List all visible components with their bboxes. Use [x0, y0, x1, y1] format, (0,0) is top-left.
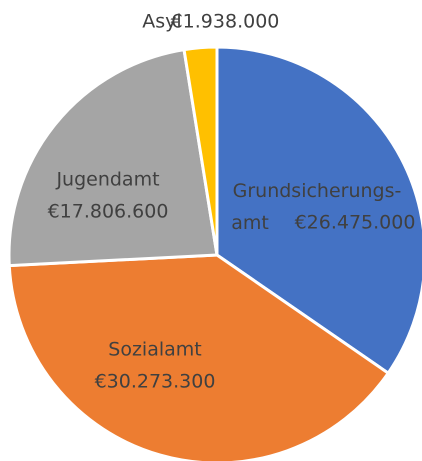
pie-slice: [7, 253, 391, 461]
slice-label: Grundsicherungs-amt: [231, 180, 401, 234]
slice-label: Asyl: [142, 11, 181, 33]
pie-slice: [7, 47, 219, 268]
pie-slice: [215, 45, 422, 376]
slice-value-label: €30.273.300: [95, 371, 216, 393]
slice-value-label: €26.475.000: [295, 212, 416, 234]
slice-label: Jugendamt: [55, 169, 159, 191]
slice-label: Sozialamt: [108, 339, 201, 361]
pie-slice: [182, 45, 219, 256]
slice-value-label: €1.938.000: [171, 11, 280, 33]
slice-value-label: €17.806.600: [48, 201, 169, 223]
